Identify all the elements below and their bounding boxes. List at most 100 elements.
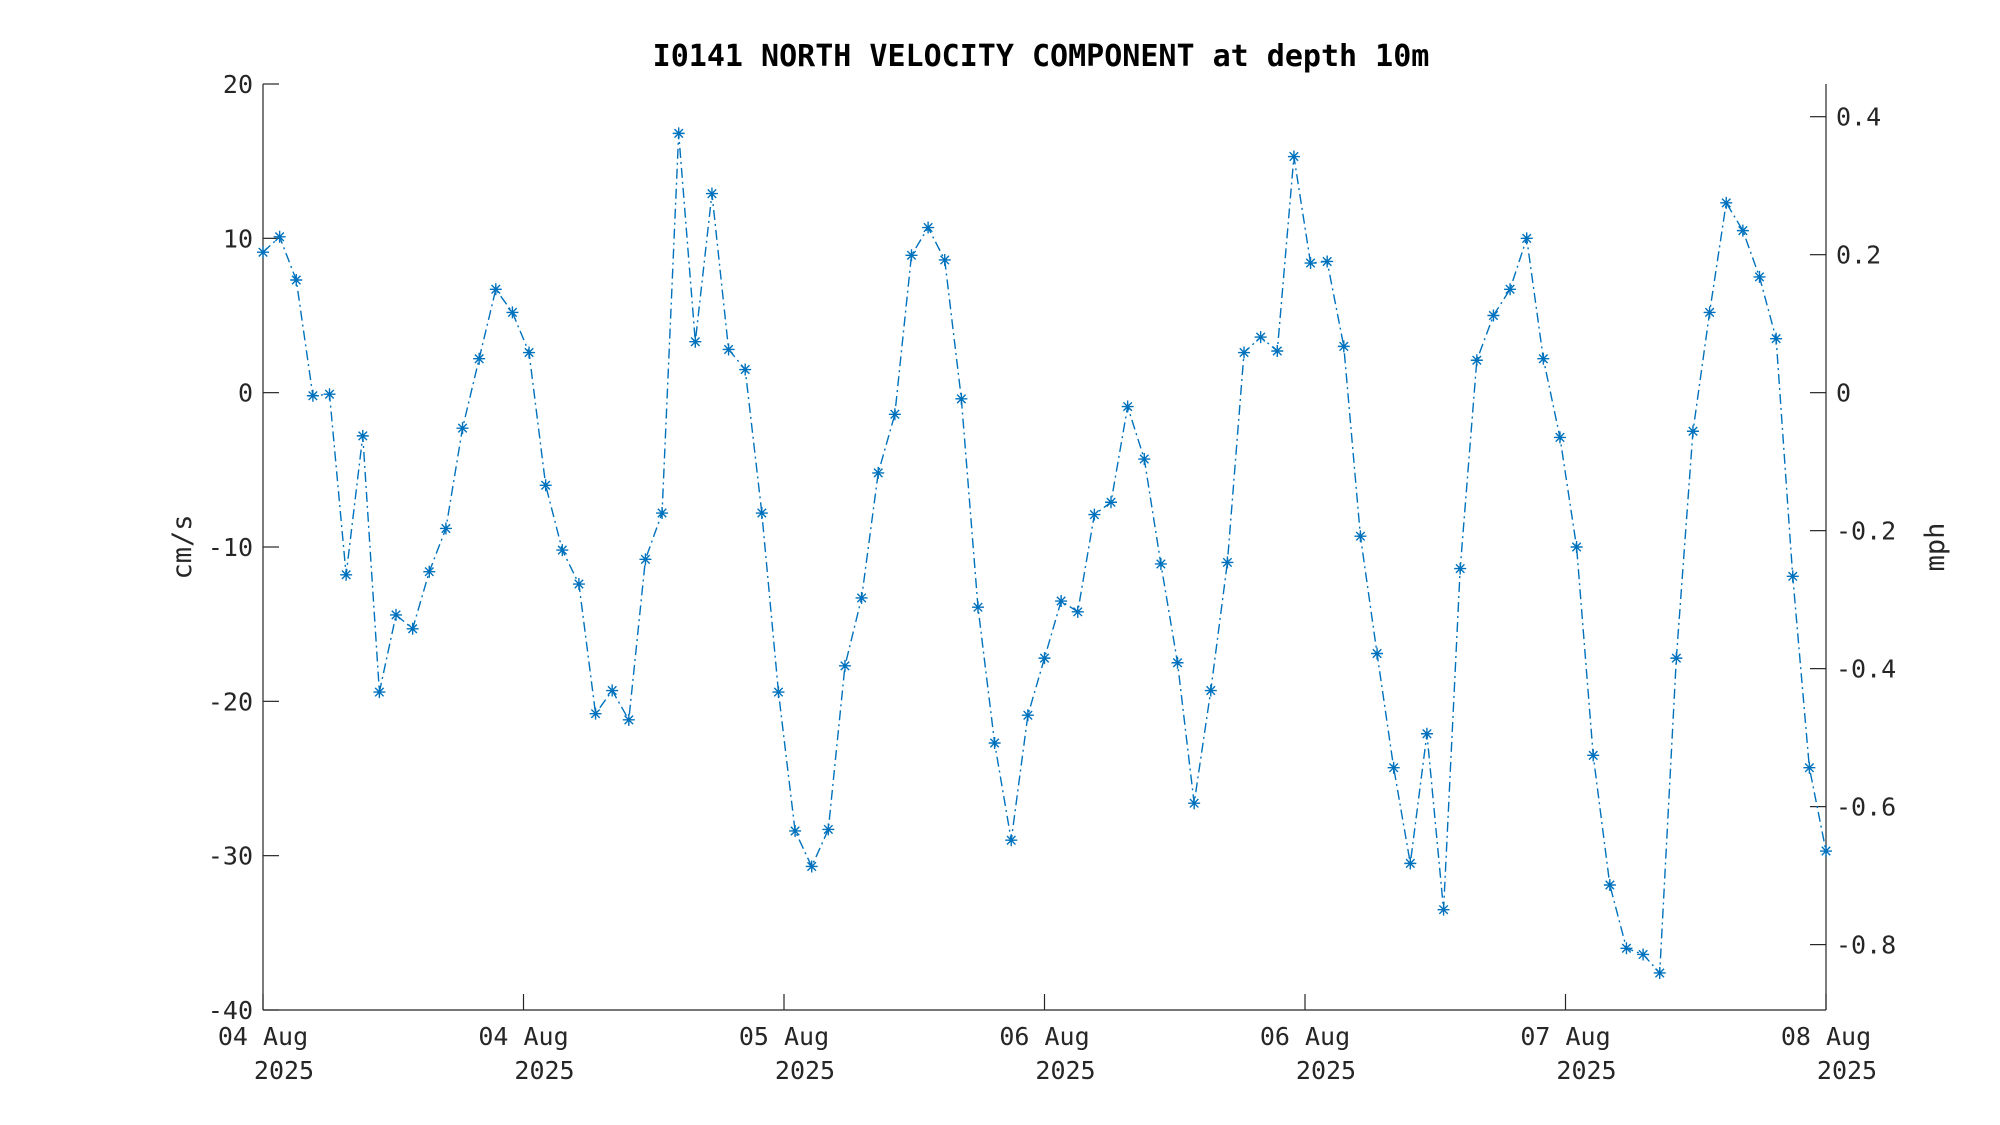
data-point-marker: [1753, 270, 1766, 283]
series-line: [262, 133, 1827, 975]
x-tick-label: 07 Aug: [1520, 1022, 1610, 1051]
data-point-marker: [606, 684, 619, 697]
data-point-marker: [473, 352, 486, 365]
data-point-marker: [838, 659, 851, 672]
data-point-marker: [1404, 857, 1417, 870]
data-point-marker: [1670, 652, 1683, 665]
data-point-marker: [1088, 508, 1101, 521]
data-point-marker: [1620, 942, 1633, 955]
data-point-marker: [656, 507, 669, 520]
data-point-marker: [1071, 605, 1084, 618]
data-point-marker: [572, 578, 585, 591]
data-point-marker: [988, 737, 1001, 750]
y-tick-label-left: 20: [223, 70, 253, 99]
data-point-marker: [1387, 761, 1400, 774]
axes: -40 -30 -20 -10 0 10 20 -0.8 -0.6 -0.4 -0.2 0 0.2 0.4…: [208, 70, 1896, 1085]
data-point-marker: [356, 429, 369, 442]
data-point-marker: [1171, 656, 1184, 669]
data-point-marker: [1520, 232, 1533, 245]
y-tick-label-left: -30: [208, 842, 253, 871]
data-point-marker: [1238, 346, 1251, 359]
data-point-marker: [789, 824, 802, 837]
x-tick-label: 06 Aug: [1260, 1022, 1350, 1051]
data-point-marker: [1786, 570, 1799, 583]
data-point-marker: [456, 422, 469, 435]
y-tick-label-right: -0.6: [1836, 793, 1896, 822]
x-tick-label: 05 Aug: [739, 1022, 829, 1051]
y-tick-label-left: -40: [208, 996, 253, 1025]
y-tick-label-right: -0.8: [1836, 931, 1896, 960]
y-tick-label-right: -0.4: [1836, 655, 1896, 684]
y-tick-label-right: 0.2: [1836, 241, 1881, 270]
data-point-marker: [1603, 878, 1616, 891]
data-point-marker: [1138, 453, 1151, 466]
data-point-marker: [888, 408, 901, 421]
data-point-marker: [273, 230, 286, 243]
data-point-marker: [1321, 255, 1334, 268]
data-point-marker: [340, 568, 353, 581]
data-point-marker: [1254, 331, 1267, 344]
series-group: [257, 127, 1832, 979]
data-point-marker: [290, 274, 303, 287]
data-point-marker: [423, 565, 436, 578]
data-point-marker: [1587, 749, 1600, 762]
x-tick-label-year: 2025: [1296, 1056, 1356, 1085]
x-tick-label: 04 Aug: [478, 1022, 568, 1051]
data-point-marker: [1570, 541, 1583, 553]
data-point-marker: [705, 187, 718, 200]
data-point-marker: [1487, 309, 1500, 322]
data-point-marker: [1287, 150, 1300, 163]
data-point-marker: [672, 127, 685, 140]
data-point-marker: [1188, 797, 1201, 810]
data-point-marker: [1703, 306, 1716, 319]
y-tick-label-left: 10: [223, 224, 253, 253]
data-point-marker: [855, 591, 868, 604]
data-point-marker: [1770, 332, 1783, 345]
data-point-marker: [306, 389, 319, 402]
data-point-marker: [1553, 431, 1566, 444]
data-point-marker: [1470, 354, 1483, 367]
data-point-marker: [257, 246, 269, 259]
data-point-marker: [1504, 283, 1517, 296]
data-point-marker: [971, 601, 984, 614]
data-point-marker: [489, 283, 502, 296]
data-point-marker: [1204, 684, 1217, 697]
data-point-marker: [805, 860, 818, 873]
x-tick-label: 04 Aug: [218, 1022, 308, 1051]
data-point-marker: [905, 249, 918, 262]
data-point-marker: [1653, 966, 1666, 979]
y-tick-label-left: -20: [208, 687, 253, 716]
x-tick-label: 06 Aug: [999, 1022, 1089, 1051]
chart-title: I0141 NORTH VELOCITY COMPONENT at depth …: [653, 39, 1430, 74]
data-point-marker: [689, 335, 702, 348]
data-point-marker: [1337, 340, 1350, 353]
data-point-marker: [622, 713, 635, 726]
y-tick-label-right: -0.2: [1836, 517, 1896, 546]
data-point-marker: [1420, 727, 1433, 740]
x-tick-label-year: 2025: [1556, 1056, 1616, 1085]
data-point-marker: [1637, 948, 1650, 961]
x-tick-label-year: 2025: [514, 1056, 574, 1085]
data-point-marker: [1271, 344, 1284, 357]
x-tick-label: 08 Aug: [1781, 1022, 1871, 1051]
data-point-marker: [1720, 196, 1733, 209]
data-point-marker: [1736, 224, 1749, 237]
data-point-marker: [772, 686, 785, 699]
data-point-marker: [1454, 562, 1467, 575]
data-point-marker: [506, 306, 519, 319]
x-tick-label-year: 2025: [775, 1056, 835, 1085]
data-point-marker: [589, 707, 602, 720]
data-point-marker: [1221, 556, 1234, 569]
data-point-marker: [1038, 652, 1051, 665]
y-tick-label-left: -10: [208, 533, 253, 562]
data-point-marker: [390, 608, 403, 621]
data-point-marker: [406, 622, 419, 635]
data-point-marker: [722, 343, 735, 356]
y-tick-label-right: 0.4: [1836, 103, 1881, 132]
data-point-marker: [1055, 595, 1068, 608]
data-point-marker: [872, 466, 885, 479]
data-point-marker: [1154, 557, 1167, 570]
x-tick-label-year: 2025: [1035, 1056, 1095, 1085]
data-point-marker: [439, 522, 452, 535]
